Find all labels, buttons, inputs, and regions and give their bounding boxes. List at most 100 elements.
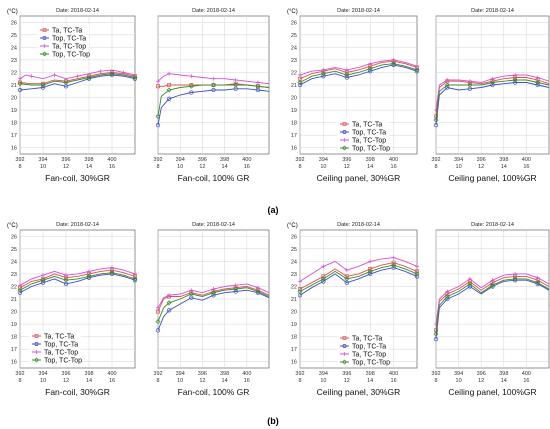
figure-label-b: (b) bbox=[267, 416, 279, 426]
legend-marker bbox=[342, 138, 347, 142]
date-label: Date: 2018-02-14 bbox=[337, 8, 380, 14]
series-marker bbox=[414, 274, 420, 279]
series-line bbox=[299, 60, 418, 80]
series-marker bbox=[86, 76, 92, 81]
legend-label: Top, TC-Ta bbox=[352, 343, 386, 350]
series-line bbox=[19, 72, 136, 85]
series-marker bbox=[17, 81, 23, 87]
legend-marker bbox=[42, 36, 47, 40]
series-marker bbox=[188, 291, 194, 297]
y-tick-label: 24 bbox=[11, 45, 17, 51]
series-marker bbox=[188, 83, 194, 89]
y-tick-label: 25 bbox=[291, 247, 297, 253]
series-marker bbox=[344, 276, 350, 282]
y-tick-label: 21 bbox=[11, 297, 17, 303]
series-marker bbox=[255, 288, 261, 294]
series-marker bbox=[75, 74, 80, 79]
series-marker bbox=[391, 260, 396, 265]
series-marker bbox=[297, 288, 303, 294]
series-marker bbox=[297, 82, 303, 88]
date-label: Date: 2018-02-14 bbox=[56, 222, 99, 228]
y-tick-label: 16 bbox=[291, 360, 297, 366]
series-line bbox=[299, 267, 418, 296]
x-bottom-tick-label: 400 bbox=[107, 157, 116, 163]
x-hour-tick-label: 10 bbox=[320, 164, 326, 170]
legend-label: Ta, TC-Top bbox=[44, 349, 78, 356]
series-marker bbox=[156, 84, 160, 89]
x-bottom-tick-label: 398 bbox=[84, 371, 93, 377]
series-marker bbox=[535, 75, 540, 80]
y-tick-label: 25 bbox=[11, 33, 17, 39]
series-marker bbox=[41, 273, 45, 278]
y-tick-label: 26 bbox=[291, 20, 297, 26]
series-marker bbox=[109, 71, 115, 77]
series-marker bbox=[467, 276, 472, 281]
series-marker bbox=[321, 264, 326, 269]
series-marker bbox=[86, 74, 92, 80]
x-bottom-tick-label: 396 bbox=[342, 371, 351, 377]
x-hour-tick-label: 12 bbox=[199, 164, 205, 170]
series-marker bbox=[17, 290, 23, 295]
x-bottom-tick-label: 396 bbox=[342, 157, 351, 163]
x-bottom-tick-label: 392 bbox=[431, 371, 440, 377]
panel-2: 392 394 396 398 400 Date: 2018-02-14 Fan-coil,… bbox=[153, 222, 270, 397]
series-marker bbox=[391, 62, 396, 68]
series-marker bbox=[368, 61, 373, 66]
y-tick-label: 24 bbox=[11, 259, 17, 265]
series-line bbox=[299, 59, 418, 76]
x-bottom-tick-label: 394 bbox=[38, 157, 47, 163]
charts-group: (°C) 16 17 18 19 20 21 22 23 24 25 26 392 394 396 398 40… bbox=[7, 8, 550, 397]
x-bottom-tick-label: 394 bbox=[319, 157, 328, 163]
series-marker bbox=[132, 76, 138, 81]
y-tick-label: 22 bbox=[11, 70, 17, 76]
series-marker bbox=[368, 271, 373, 277]
series-marker bbox=[86, 275, 92, 280]
x-hour-tick-label: 8 bbox=[434, 378, 437, 384]
y-tick-label: 16 bbox=[11, 360, 17, 366]
series-line bbox=[19, 74, 136, 91]
y-tick-label: 19 bbox=[291, 108, 297, 114]
legend-label: Top, TC-Ta bbox=[52, 35, 86, 42]
series-marker bbox=[233, 77, 238, 82]
x-bottom-tick-label: 392 bbox=[295, 371, 304, 377]
series-marker bbox=[490, 79, 495, 85]
y-tick-label: 18 bbox=[291, 121, 297, 127]
chart-a-ceiling: (°C) 16 17 18 19 20 21 22 23 24 25 26 392 394 396 398 40… bbox=[287, 8, 550, 183]
legend-label: Top, TC-Top bbox=[52, 51, 90, 58]
series-line bbox=[19, 73, 136, 86]
chart-b-ceiling: (°C) 16 17 18 19 20 21 22 23 24 25 26 392 394 396 398 40… bbox=[287, 222, 550, 397]
series-marker bbox=[344, 274, 349, 279]
series-marker bbox=[297, 79, 303, 85]
series-marker bbox=[414, 67, 420, 73]
y-tick-label: 21 bbox=[291, 83, 297, 89]
legend-label: Ta, TC-Ta bbox=[352, 335, 382, 342]
series-marker bbox=[133, 271, 137, 276]
series-marker bbox=[321, 274, 326, 279]
x-hour-tick-label: 8 bbox=[156, 164, 159, 170]
x-bottom-tick-label: 398 bbox=[499, 371, 508, 377]
panel-2: 392 394 396 398 400 Date: 2018-02-14 Fan-coil,… bbox=[153, 8, 270, 183]
series-marker bbox=[167, 71, 172, 76]
y-tick-label: 16 bbox=[291, 146, 297, 152]
legend-marker bbox=[42, 28, 47, 32]
x-hour-tick-label: 16 bbox=[523, 164, 529, 170]
series-marker bbox=[368, 69, 373, 74]
series-marker bbox=[211, 87, 216, 93]
x-bottom-tick-label: 392 bbox=[295, 157, 304, 163]
series-marker bbox=[156, 305, 160, 310]
panel-caption: Ceiling panel, 100%GR bbox=[448, 387, 536, 397]
x-bottom-tick-label: 394 bbox=[176, 157, 185, 163]
x-hour-tick-label: 14 bbox=[222, 378, 228, 384]
y-tick-label: 19 bbox=[11, 322, 17, 328]
chart-a-fancoil: (°C) 16 17 18 19 20 21 22 23 24 25 26 392 394 396 398 40… bbox=[7, 8, 270, 183]
date-label: Date: 2018-02-14 bbox=[192, 8, 235, 14]
series-line bbox=[157, 73, 270, 85]
series-marker bbox=[367, 66, 373, 72]
legend-label: Top, TC-Ta bbox=[352, 129, 386, 136]
y-tick-label: 24 bbox=[291, 259, 297, 265]
legend-marker bbox=[342, 336, 347, 340]
series-marker bbox=[40, 85, 46, 90]
series-marker bbox=[64, 273, 68, 278]
legend-marker bbox=[42, 51, 47, 57]
series-marker bbox=[490, 282, 495, 288]
